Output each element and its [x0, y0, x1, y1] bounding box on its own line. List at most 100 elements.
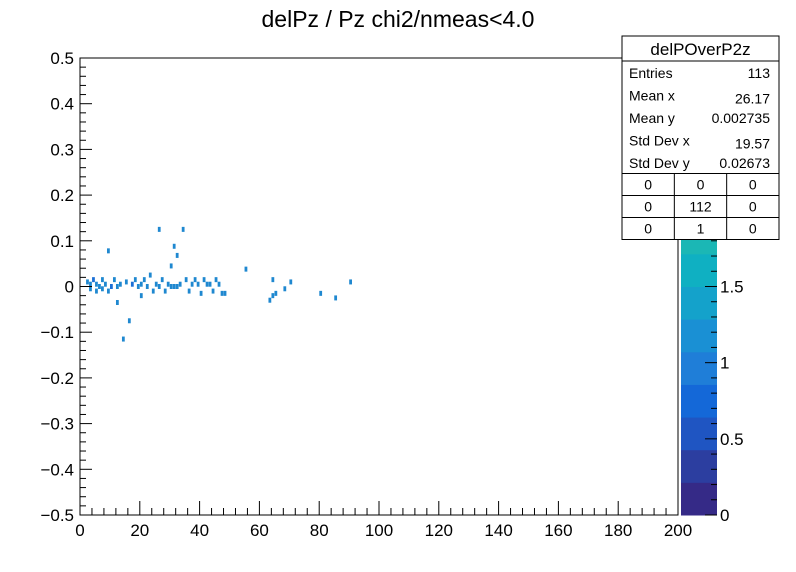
color-bar-segment	[681, 417, 717, 451]
heatmap-cell	[196, 281, 200, 287]
color-bar-segment	[681, 482, 717, 516]
y-tick-label: −0.2	[40, 369, 74, 388]
x-tick-label: 80	[310, 521, 329, 540]
heatmap-cell	[181, 226, 185, 232]
heatmap-cell	[271, 293, 275, 299]
heatmap-cell	[175, 284, 179, 289]
heatmap-cell	[136, 284, 140, 289]
color-bar-segment	[681, 253, 717, 287]
heatmap-cell	[214, 277, 218, 283]
heatmap-cell	[127, 318, 131, 324]
stats-grid-cell: 0	[697, 177, 705, 193]
plot-area	[80, 58, 678, 515]
heatmap-cell	[121, 336, 125, 342]
stats-row-value: 113	[748, 65, 771, 81]
stats-grid-cell: 112	[689, 199, 712, 215]
heatmap-cell	[148, 272, 152, 278]
heatmap-cell	[190, 281, 194, 287]
heatmap-cell	[112, 277, 116, 283]
heatmap-cell	[157, 226, 161, 232]
y-tick-label: 0.3	[50, 140, 74, 159]
heatmap-cell	[163, 288, 167, 294]
stats-row-label: Std Dev y	[629, 155, 690, 171]
heatmap-cell	[271, 277, 275, 283]
x-tick-label: 20	[130, 521, 149, 540]
heatmap-cell	[178, 281, 182, 287]
heatmap-cell	[208, 281, 212, 287]
x-tick-label: 180	[604, 521, 632, 540]
color-bar-tick-label: 1.5	[720, 278, 744, 297]
heatmap-cell	[334, 295, 338, 301]
heatmap-cell	[133, 277, 137, 283]
stats-row-label: Std Dev x	[629, 133, 690, 149]
y-tick-label: 0.2	[50, 186, 74, 205]
heatmap-cell	[172, 243, 176, 249]
heatmap-cell	[193, 277, 197, 283]
heatmap-cell	[95, 281, 98, 287]
heatmap-cell	[274, 290, 278, 296]
x-tick-label: 160	[544, 521, 572, 540]
heatmap-cell	[104, 281, 107, 287]
stats-grid-cell: 0	[644, 199, 652, 215]
heatmap-cell	[154, 281, 158, 287]
heatmap-cells	[86, 226, 352, 342]
heatmap-cell	[86, 279, 89, 285]
color-bar-segment	[681, 319, 717, 353]
color-bar-segment	[681, 351, 717, 385]
heatmap-cell	[89, 281, 92, 287]
heatmap-cell	[89, 286, 92, 292]
heatmap-cell	[205, 281, 209, 287]
stats-grid-cell: 0	[749, 199, 757, 215]
chart-title: delPz / Pz chi2/nmeas<4.0	[262, 6, 535, 32]
stats-row-value: 26.17	[735, 91, 770, 107]
color-bar-tick-label: 1	[720, 354, 729, 373]
heatmap-cell	[145, 284, 149, 289]
stats-grid-cell: 0	[644, 221, 652, 237]
heatmap-cell	[268, 297, 272, 303]
heatmap-cell	[283, 286, 287, 292]
heatmap-cell	[139, 293, 143, 299]
color-bar-tick-label: 0.5	[720, 430, 744, 449]
heatmap-cell	[101, 277, 104, 283]
heatmap-cell	[107, 288, 110, 294]
x-tick-label: 200	[664, 521, 692, 540]
x-tick-label: 140	[484, 521, 512, 540]
heatmap-cell	[289, 279, 293, 285]
axes: 0 20 40 60 80 100 120 140 160 180 200 −0.5 −0.4 −0.3 −…	[40, 49, 692, 540]
heatmap-cell	[142, 277, 146, 283]
stats-grid-cell: 0	[749, 221, 757, 237]
heatmap-cell	[151, 288, 155, 294]
stats-grid-cell: 0	[749, 177, 757, 193]
heatmap-cell	[157, 284, 161, 289]
x-tick-label: 0	[75, 521, 84, 540]
heatmap-cell	[169, 284, 173, 289]
heatmap-cell	[187, 288, 191, 294]
heatmap-cell	[223, 290, 227, 296]
stats-title: delPOverP2z	[650, 40, 750, 59]
y-tick-label: 0.5	[50, 49, 74, 68]
heatmap-cell	[244, 266, 248, 272]
heatmap-cell	[107, 248, 110, 254]
color-bar-segment	[681, 384, 717, 418]
stats-row-label: Mean x	[629, 88, 675, 104]
heatmap-cell	[110, 284, 113, 289]
heatmap-cell	[202, 277, 206, 283]
heatmap-cell	[166, 281, 170, 287]
heatmap-cell	[184, 277, 188, 283]
stats-box: delPOverP2z Entries 113 Mean x 26.17 Mean y 0.…	[621, 35, 780, 240]
x-tick-label: 120	[425, 521, 453, 540]
y-tick-label: −0.1	[40, 323, 74, 342]
heatmap-cell	[169, 263, 173, 269]
stats-grid-cell: 0	[644, 177, 652, 193]
heatmap-cell	[349, 279, 352, 285]
color-bar-segment	[681, 286, 717, 320]
heatmap-cell	[217, 281, 221, 287]
heatmap-cell	[130, 281, 134, 287]
y-tick-label: 0	[65, 278, 74, 297]
stats-row-label: Mean y	[629, 110, 675, 126]
heatmap-cell	[160, 277, 164, 283]
x-tick-label: 100	[365, 521, 393, 540]
stats-row-value: 19.57	[735, 136, 770, 152]
heatmap-cell	[98, 284, 101, 289]
